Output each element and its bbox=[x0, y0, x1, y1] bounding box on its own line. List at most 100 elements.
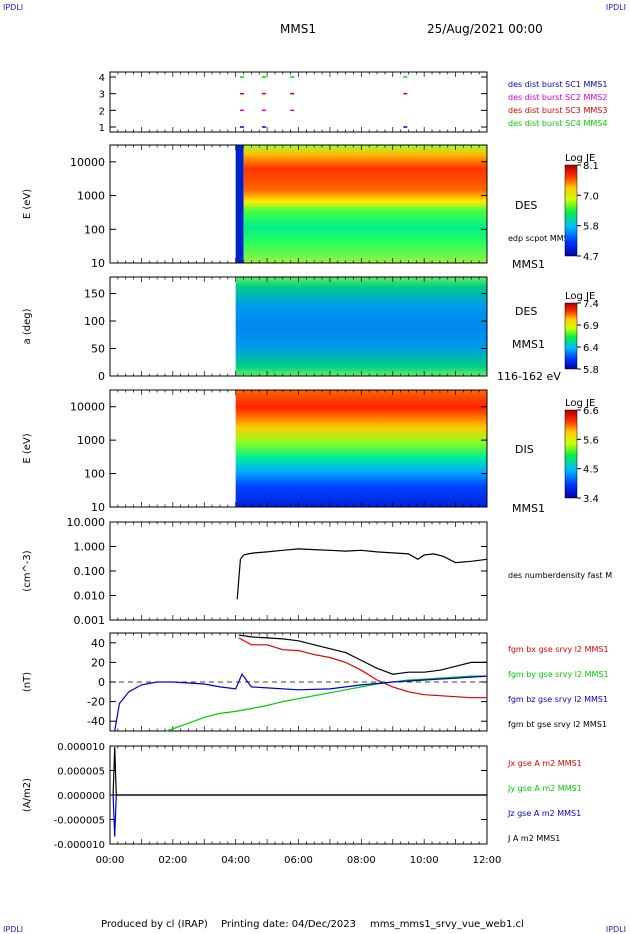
des-pitch-colorbar-label: 6.4 bbox=[583, 343, 599, 354]
burst-ytick-label: 2 bbox=[99, 106, 105, 117]
current-ylabel: (A/m2) bbox=[22, 778, 33, 812]
current-ytick-label: 0.000000 bbox=[57, 791, 105, 802]
time-axis-label: 02:00 bbox=[158, 855, 187, 866]
corner-label-bottom-right: IPDLI bbox=[605, 925, 626, 934]
time-axis-label: 08:00 bbox=[347, 855, 376, 866]
current-ytick-label: -0.000005 bbox=[54, 816, 105, 827]
footer-printing-date: Printing date: 04/Dec/2023 bbox=[221, 919, 357, 930]
dis-energy-ytick-label: 100 bbox=[84, 468, 105, 481]
burst-legend-3: des dist burst SC4 MMS4 bbox=[508, 119, 607, 128]
dis-energy-colorbar-label: 5.6 bbox=[583, 435, 599, 446]
time-axis-label: 00:00 bbox=[96, 855, 125, 866]
time-axis-label: 06:00 bbox=[284, 855, 313, 866]
dis-energy-ylabel: E (eV) bbox=[22, 433, 33, 463]
density-ytick-label: 0.001 bbox=[74, 614, 106, 627]
des-pitch-colorbar bbox=[564, 302, 578, 370]
density-frame bbox=[109, 521, 488, 621]
density-ytick-label: 0.010 bbox=[74, 590, 106, 603]
bfield-ylabel: (nT) bbox=[22, 672, 33, 692]
des-energy-ylabel: E (eV) bbox=[22, 189, 33, 219]
des-energy-ytick-label: 10000 bbox=[70, 156, 105, 169]
dis-energy-colorbar-label: 6.6 bbox=[583, 406, 599, 417]
current-ytick-label: -0.000010 bbox=[54, 840, 105, 851]
des-pitch-ytick-label: 100 bbox=[84, 315, 105, 328]
corner-label-top-right: IPDLI bbox=[605, 3, 626, 12]
dis-energy-sc-label: MMS1 bbox=[512, 502, 545, 515]
footer-filename: mms_mms1_srvy_vue_web1.cl bbox=[370, 919, 524, 930]
des-pitch-colorbar-title: Log JE bbox=[565, 291, 595, 302]
des-pitch-ylabel: a (deg) bbox=[22, 308, 33, 344]
bfield-ytick-label: 20 bbox=[91, 656, 105, 669]
dis-energy-spectrogram bbox=[235, 390, 487, 507]
dis-energy-colorbar-label: 4.5 bbox=[583, 465, 599, 476]
dis-energy-colorbar-title: Log JE bbox=[565, 398, 595, 409]
des-pitch-colorbar-label: 5.8 bbox=[583, 365, 599, 376]
des-energy-colorbar-title: Log JE bbox=[565, 153, 595, 164]
bfield-ytick-label: 0 bbox=[98, 676, 105, 689]
des-energy-edge bbox=[235, 145, 244, 263]
des-pitch-colorbar-label: 6.9 bbox=[583, 321, 599, 332]
current-ytick-label: 0.000010 bbox=[57, 742, 105, 753]
dis-energy-colorbar bbox=[564, 409, 578, 499]
des-pitch-energy-range: 116-162 eV bbox=[497, 370, 561, 383]
bfield-ytick-label: -40 bbox=[87, 715, 105, 728]
bfield-legend-1: fgm by gse srvy l2 MMS1 bbox=[508, 670, 609, 679]
des-energy-ytick-label: 100 bbox=[84, 223, 105, 236]
dis-energy-ytick-label: 1000 bbox=[77, 434, 105, 447]
density-series bbox=[236, 548, 488, 600]
current-series-j bbox=[112, 746, 487, 796]
des-energy-colorbar-label: 5.8 bbox=[583, 222, 599, 233]
burst-frame bbox=[109, 71, 488, 133]
burst-ytick-label: 4 bbox=[99, 73, 105, 84]
des-energy-colorbar-label: 7.0 bbox=[583, 191, 599, 202]
dis-energy-colorbar-label: 3.4 bbox=[583, 494, 599, 505]
burst-ytick-label: 1 bbox=[99, 123, 105, 134]
dis-energy-right-label: DIS bbox=[515, 443, 534, 456]
burst-legend-0: des dist burst SC1 MMS1 bbox=[508, 80, 607, 89]
current-ytick-label: 0.000005 bbox=[57, 767, 105, 778]
burst-legend-2: des dist burst SC3 MMS3 bbox=[508, 106, 607, 115]
des-energy-colorbar-label: 4.7 bbox=[583, 252, 599, 263]
des-energy-colorbar bbox=[564, 164, 578, 257]
bfield-series-bz bbox=[114, 673, 488, 732]
density-ytick-label: 1.000 bbox=[74, 541, 106, 554]
date-title: 25/Aug/2021 00:00 bbox=[427, 22, 543, 36]
dis-energy-ytick-label: 10 bbox=[91, 501, 105, 514]
spacecraft-title: MMS1 bbox=[280, 22, 316, 36]
des-pitch-right-label: DES bbox=[515, 305, 537, 318]
des-pitch-ytick-label: 0 bbox=[98, 370, 105, 383]
corner-label-bottom-left: IPDLI bbox=[3, 925, 24, 934]
des-pitch-sc-label: MMS1 bbox=[512, 338, 545, 351]
des-pitch-spectrogram bbox=[235, 277, 487, 376]
des-energy-ytick-label: 1000 bbox=[77, 190, 105, 203]
des-pitch-ytick-label: 150 bbox=[84, 288, 105, 301]
corner-label-top-left: IPDLI bbox=[3, 3, 24, 12]
bfield-series-by bbox=[166, 675, 487, 732]
current-legend-0: Jx gse A m2 MMS1 bbox=[507, 759, 582, 768]
des-energy-spectrogram bbox=[243, 145, 487, 263]
current-legend-2: Jz gse A m2 MMS1 bbox=[507, 809, 581, 818]
density-ytick-label: 0.100 bbox=[74, 565, 106, 578]
bfield-legend-0: fgm bx gse srvy l2 MMS1 bbox=[508, 645, 609, 654]
des-energy-sc-label: MMS1 bbox=[512, 258, 545, 271]
bfield-ytick-label: 40 bbox=[91, 637, 105, 650]
des-energy-right-label: DES bbox=[515, 199, 537, 212]
des-energy-overlay-label: edp scpot MMS1 bbox=[508, 234, 574, 243]
dis-energy-ytick-label: 10000 bbox=[70, 401, 105, 414]
current-series-jz bbox=[112, 794, 487, 837]
burst-legend-1: des dist burst SC2 MMS2 bbox=[508, 93, 607, 102]
current-legend-1: Jy gse A m2 MMS1 bbox=[507, 784, 582, 793]
density-legend-0: des numberdensity fast M bbox=[508, 571, 612, 580]
bfield-series-bt bbox=[238, 634, 487, 675]
des-pitch-colorbar-label: 7.4 bbox=[583, 299, 599, 310]
footer-produced: Produced by cl (IRAP) bbox=[101, 919, 208, 930]
bfield-series-bx bbox=[238, 637, 487, 699]
des-pitch-ytick-label: 50 bbox=[91, 343, 105, 356]
density-ytick-label: 10.000 bbox=[67, 516, 106, 529]
time-axis-label: 10:00 bbox=[410, 855, 439, 866]
bfield-legend-2: fgm bz gse srvy l2 MMS1 bbox=[508, 695, 608, 704]
density-ylabel: (cm^-3) bbox=[22, 550, 33, 591]
bfield-ytick-label: -20 bbox=[87, 696, 105, 709]
current-legend-3: J A m2 MMS1 bbox=[507, 834, 560, 843]
